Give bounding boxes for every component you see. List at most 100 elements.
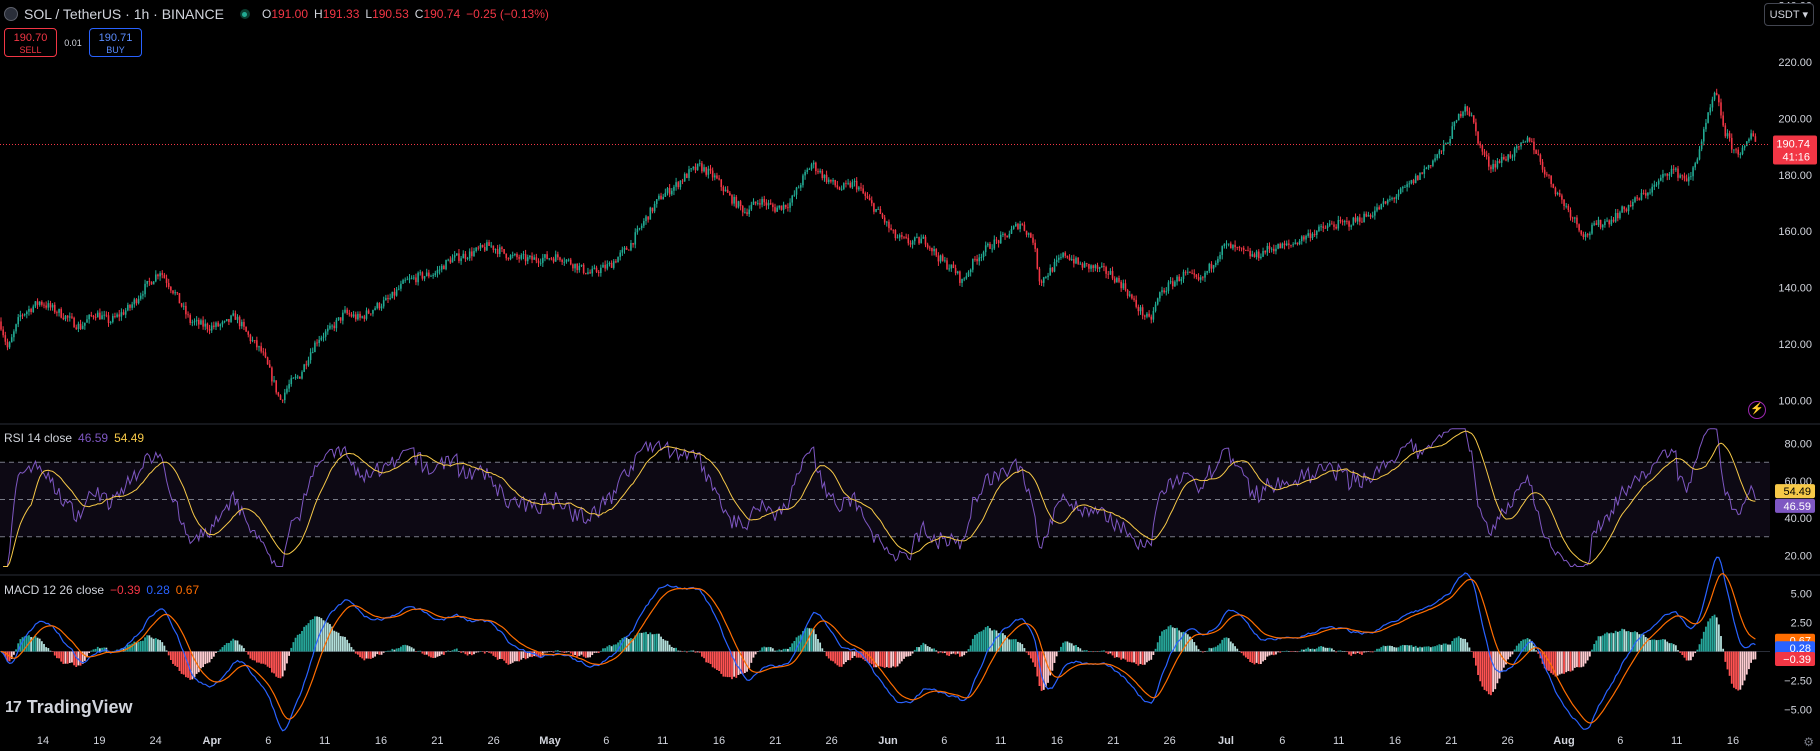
candle-body [13, 331, 15, 338]
macd-histogram-bar [1425, 646, 1428, 652]
candle-body [1055, 259, 1058, 262]
symbol-title[interactable]: SOL / TetherUS · 1h · BINANCE [24, 6, 224, 22]
macd-histogram-bar [1679, 651, 1682, 653]
candle-body [638, 228, 641, 229]
macd-histogram-bar [1264, 651, 1267, 661]
candle-body [1604, 221, 1606, 225]
candle-body [1083, 263, 1086, 268]
tradingview-logo[interactable]: 17 TradingView [5, 697, 133, 717]
macd-histogram-bar [1341, 651, 1344, 652]
macd-histogram-bar [271, 651, 273, 673]
candle-body [557, 254, 559, 258]
macd-histogram-bar [726, 651, 729, 678]
market-status-icon[interactable] [239, 9, 250, 19]
candle-body [1655, 184, 1658, 186]
macd-histogram-bar [1367, 651, 1370, 652]
macd-histogram-bar [1397, 647, 1400, 652]
macd-histogram-bar [324, 621, 327, 652]
buy-button[interactable]: 190.71 BUY [89, 28, 142, 57]
macd-histogram-bar [976, 633, 978, 652]
chevron-down-icon: ▾ [1802, 9, 1808, 21]
macd-histogram-bar [1225, 637, 1228, 652]
macd-histogram-bar [202, 651, 204, 668]
macd-histogram-bar [361, 651, 364, 659]
candle-body [488, 242, 490, 246]
macd-histogram-bar [522, 651, 525, 659]
candle-body [593, 267, 596, 269]
candle-body [948, 268, 950, 270]
candle-body [1060, 257, 1062, 258]
candle-body [1189, 271, 1191, 273]
candle-body [752, 201, 755, 205]
macd-histogram-bar [894, 651, 897, 668]
candle-body [565, 259, 568, 262]
macd-histogram-bar [1702, 631, 1705, 652]
time-axis-label: 6 [265, 735, 271, 747]
candle-body [681, 180, 684, 182]
macd-histogram-bar [277, 651, 280, 678]
time-axis-label: 19 [93, 735, 105, 747]
candle-body [759, 203, 761, 205]
macd-histogram-bar [933, 648, 935, 652]
candle-body [705, 167, 707, 175]
macd-histogram-bar [520, 651, 523, 660]
candle-body [1505, 159, 1507, 161]
candle-body [1247, 250, 1249, 252]
macd-histogram-bar [645, 631, 647, 652]
lightning-icon[interactable]: ⚡ [1748, 401, 1766, 419]
candle-body [722, 187, 725, 192]
candle-body [210, 325, 213, 331]
macd-histogram-bar [1053, 651, 1056, 663]
candle-body [782, 204, 785, 210]
time-axis-label: 16 [713, 735, 725, 747]
settings-gear-icon[interactable]: ⚙ [1803, 735, 1814, 749]
candle-body [1496, 161, 1499, 168]
macd-histogram-bar [1735, 651, 1737, 690]
candle-body [243, 321, 245, 327]
macd-histogram-bar [1459, 637, 1462, 652]
candle-body [79, 323, 82, 329]
time-axis-label: 26 [488, 735, 500, 747]
candle-body [1073, 259, 1075, 264]
candle-body [724, 189, 727, 192]
macd-histogram-bar [1612, 633, 1615, 652]
candle-body [305, 364, 308, 366]
macd-histogram-bar [1126, 651, 1129, 662]
macd-histogram-bar [851, 651, 854, 659]
macd-histogram-bar [660, 636, 662, 652]
macd-legend[interactable]: MACD 12 26 close −0.39 0.28 0.67 [4, 583, 200, 597]
candle-body [1412, 180, 1415, 183]
macd-axis-label: −5.00 [1784, 705, 1812, 717]
candle-body [797, 187, 800, 189]
candle-body [1163, 290, 1165, 293]
candle-body [1193, 273, 1196, 275]
macd-histogram-bar [1148, 651, 1150, 661]
candle-body [363, 316, 366, 319]
candle-body [344, 309, 346, 313]
macd-histogram-bar [926, 646, 929, 652]
macd-histogram-bar [228, 642, 230, 652]
macd-histogram-bar [1092, 651, 1095, 653]
macd-histogram-bar [905, 651, 908, 657]
macd-histogram-bar [6, 651, 9, 662]
candle-body [595, 267, 598, 272]
macd-histogram-bar [946, 651, 948, 656]
candle-body [845, 183, 847, 184]
candle-body [245, 326, 247, 332]
candle-body [778, 205, 781, 208]
macd-histogram-bar [1455, 637, 1458, 652]
currency-select[interactable]: USDT ▾ [1763, 3, 1814, 26]
candle-body [1047, 275, 1049, 278]
macd-histogram-bar [604, 648, 607, 652]
candle-body [1485, 154, 1488, 157]
macd-histogram-bar [137, 641, 140, 652]
macd-histogram-badge-label: −0.39 [1783, 654, 1811, 666]
rsi-legend[interactable]: RSI 14 close 46.59 54.49 [4, 431, 145, 445]
macd-histogram-bar [615, 644, 617, 652]
candle-body [980, 257, 983, 258]
sell-button[interactable]: 190.70 SELL [4, 28, 57, 57]
macd-histogram-bar [60, 651, 63, 662]
symbol-header[interactable]: SOL / TetherUS · 1h · BINANCE O191.00 H1… [4, 4, 549, 24]
macd-histogram-bar [1569, 651, 1572, 672]
